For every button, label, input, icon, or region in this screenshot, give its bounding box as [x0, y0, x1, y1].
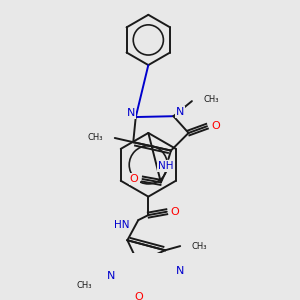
Text: O: O: [211, 121, 220, 131]
Text: NH: NH: [158, 160, 174, 171]
Text: N: N: [106, 271, 115, 281]
Text: O: O: [130, 174, 139, 184]
Text: N: N: [127, 108, 135, 118]
Text: CH₃: CH₃: [88, 134, 103, 142]
Text: CH₃: CH₃: [192, 242, 207, 250]
Text: HN: HN: [114, 220, 130, 230]
Text: O: O: [171, 207, 179, 217]
Text: N: N: [176, 266, 184, 276]
Text: CH₃: CH₃: [204, 95, 219, 104]
Text: O: O: [134, 292, 142, 300]
Text: CH₃: CH₃: [77, 281, 92, 290]
Text: N: N: [176, 107, 184, 117]
